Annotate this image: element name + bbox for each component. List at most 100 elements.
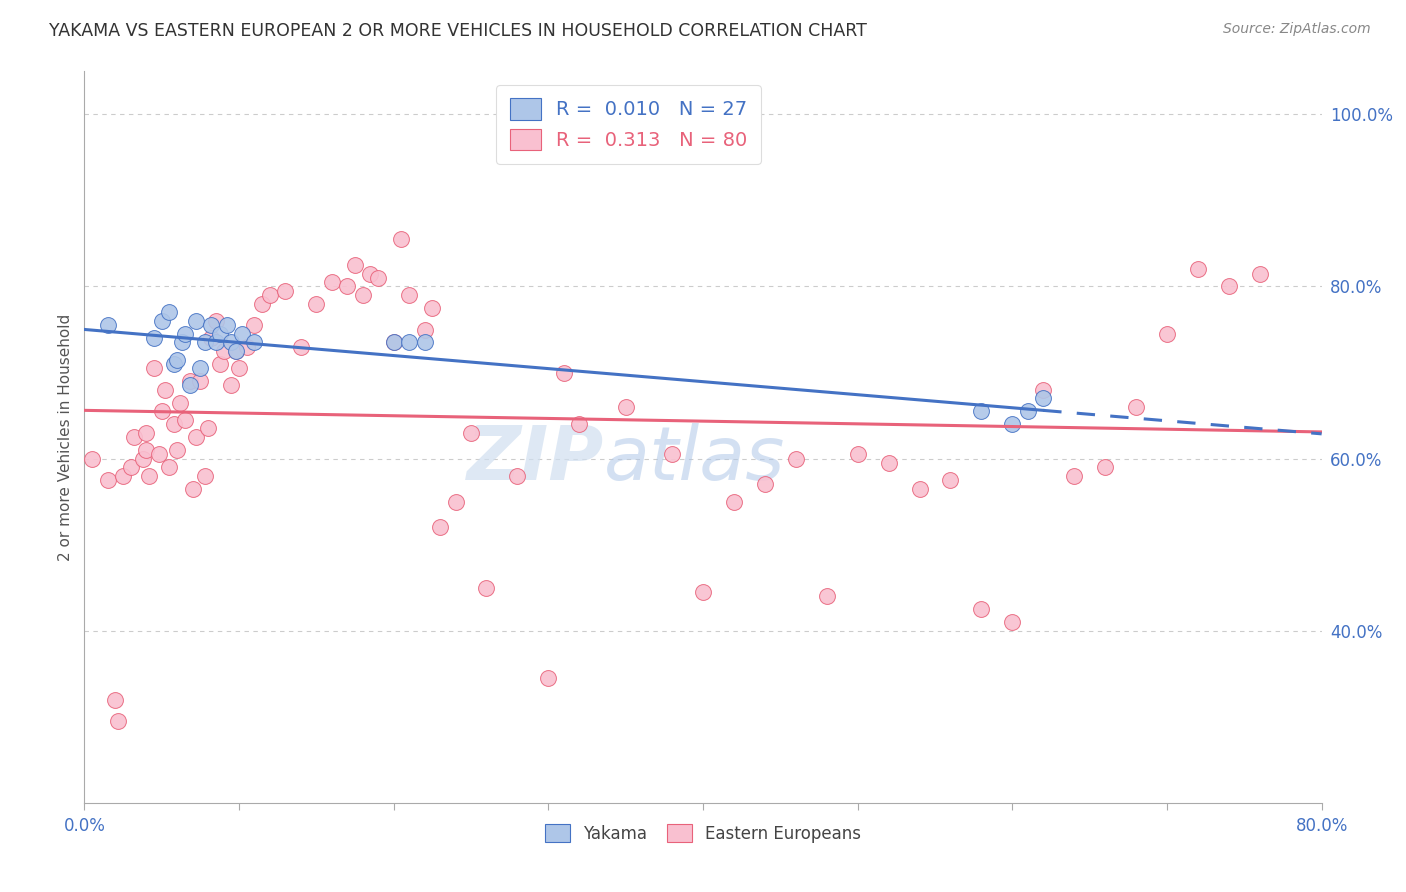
Point (398, 288, 420, 302)
Point (939, 473, 962, 487)
Point (537, 671, 560, 685)
Point (1094, 460, 1116, 475)
Y-axis label: 2 or more Vehicles in Household: 2 or more Vehicles in Household (58, 313, 73, 561)
Point (352, 288, 374, 302)
Point (692, 585, 714, 599)
Point (200, 331, 222, 345)
Point (132, 451, 155, 466)
Point (1187, 262, 1209, 277)
Point (225, 344, 247, 359)
Point (159, 305, 180, 319)
Point (166, 442, 188, 457)
Point (367, 271, 389, 285)
Point (1001, 615, 1024, 629)
Point (553, 366, 575, 380)
Point (205, 314, 228, 328)
Point (422, 301, 444, 315)
Point (194, 468, 217, 483)
Point (723, 494, 745, 508)
Point (398, 335, 420, 350)
Point (153, 383, 176, 397)
Point (259, 288, 281, 302)
Point (181, 482, 204, 496)
Point (219, 335, 242, 350)
Point (174, 326, 197, 341)
Point (243, 335, 266, 350)
Point (1001, 417, 1024, 432)
Point (475, 581, 498, 595)
Point (143, 331, 166, 345)
Point (209, 357, 232, 371)
Point (163, 417, 186, 432)
Point (815, 589, 838, 603)
Point (970, 404, 993, 418)
Point (104, 692, 127, 706)
Point (148, 447, 170, 461)
Text: Source: ZipAtlas.com: Source: ZipAtlas.com (1223, 22, 1371, 37)
Point (290, 340, 312, 354)
Point (169, 395, 191, 409)
Point (174, 413, 197, 427)
Point (235, 340, 259, 354)
Point (120, 460, 142, 475)
Point (135, 425, 157, 440)
Point (305, 296, 328, 310)
Point (170, 335, 193, 350)
Point (135, 442, 157, 457)
Point (382, 335, 405, 350)
Point (138, 468, 160, 483)
Text: atlas: atlas (605, 423, 786, 495)
Point (506, 468, 529, 483)
Point (1125, 400, 1147, 414)
Point (970, 602, 993, 616)
Point (188, 374, 211, 388)
Point (908, 482, 931, 496)
Point (429, 520, 451, 534)
Point (1218, 279, 1240, 293)
Point (107, 714, 129, 728)
Point (343, 258, 366, 272)
Point (219, 378, 242, 392)
Point (184, 314, 207, 328)
Point (336, 279, 359, 293)
Point (360, 267, 382, 281)
Point (200, 318, 222, 333)
Point (382, 335, 405, 350)
Point (197, 421, 219, 435)
Point (413, 322, 436, 336)
Point (250, 296, 273, 310)
Point (184, 430, 207, 444)
Point (143, 361, 166, 376)
Point (754, 477, 776, 491)
Point (215, 318, 238, 333)
Point (212, 344, 235, 359)
Text: YAKAMA VS EASTERN EUROPEAN 2 OR MORE VEHICLES IN HOUSEHOLD CORRELATION CHART: YAKAMA VS EASTERN EUROPEAN 2 OR MORE VEH… (49, 22, 868, 40)
Point (1156, 326, 1178, 341)
Point (1017, 404, 1039, 418)
Point (661, 447, 683, 461)
Text: ZIP: ZIP (467, 423, 605, 496)
Point (205, 335, 228, 350)
Point (231, 326, 253, 341)
Point (225, 344, 247, 359)
Point (389, 232, 413, 246)
Point (179, 374, 201, 388)
Point (1063, 468, 1085, 483)
Point (96, 318, 118, 333)
Point (150, 314, 173, 328)
Point (96, 473, 118, 487)
Point (82, 451, 104, 466)
Point (614, 400, 637, 414)
Point (228, 361, 250, 376)
Point (460, 425, 482, 440)
Point (209, 326, 232, 341)
Point (122, 430, 145, 444)
Point (194, 335, 217, 350)
Point (877, 456, 900, 470)
Point (413, 335, 436, 350)
Point (568, 417, 591, 432)
Point (163, 357, 186, 371)
Point (159, 460, 180, 475)
Point (179, 378, 201, 392)
Point (1032, 383, 1054, 397)
